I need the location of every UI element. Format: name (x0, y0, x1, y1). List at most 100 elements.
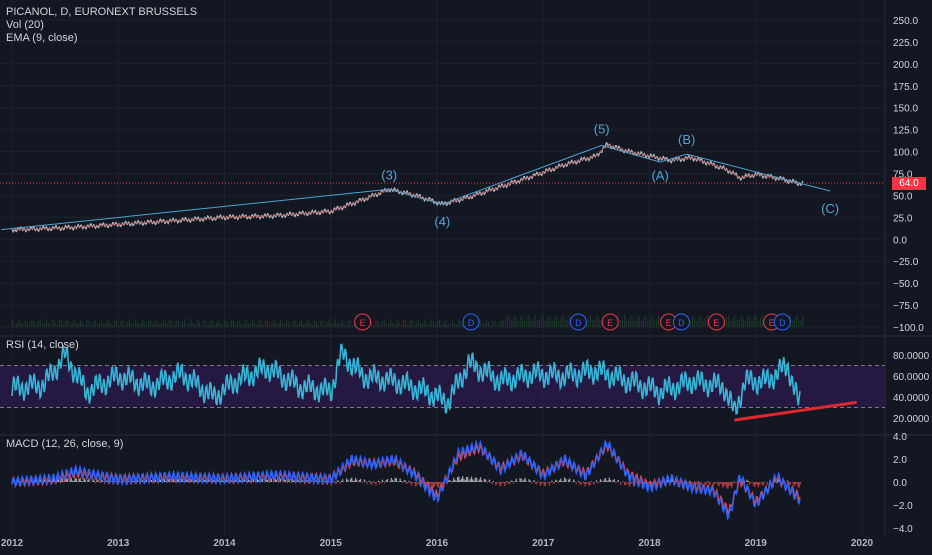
volume-bar (123, 320, 124, 327)
macd-histogram-bar (352, 481, 353, 482)
macd-histogram-bar (530, 480, 531, 482)
volume-bar (254, 322, 255, 327)
volume-bar (596, 315, 597, 327)
volume-bar (645, 315, 646, 327)
macd-histogram-bar (554, 482, 555, 483)
macd-histogram-bar (76, 479, 77, 482)
macd-histogram-bar (124, 481, 125, 482)
macd-histogram-bar (361, 482, 362, 483)
volume-bar (528, 316, 529, 327)
volume-bar (550, 317, 551, 327)
macd-histogram-bar (449, 480, 450, 482)
volume-bar (397, 319, 398, 327)
macd-histogram-bar (762, 482, 763, 485)
macd-histogram-bar (588, 482, 589, 486)
volume-bar (511, 320, 512, 327)
macd-histogram-bar (502, 482, 503, 483)
macd-histogram-bar (307, 480, 308, 482)
volume-bar (378, 321, 379, 327)
price-axis-tick-label: 175.0 (893, 82, 918, 93)
macd-histogram-bar (558, 482, 559, 483)
volume-bar (290, 325, 291, 327)
rsi-axis-tick-label: 80.0000 (893, 351, 930, 362)
volume-bar (792, 320, 793, 327)
volume-indicator-label[interactable]: Vol (20) (6, 19, 44, 31)
volume-bar (182, 322, 183, 327)
macd-histogram-bar (540, 482, 541, 486)
volume-bar (426, 322, 427, 327)
volume-bar (135, 319, 136, 327)
volume-bar (65, 321, 66, 327)
macd-histogram-bar (282, 482, 283, 483)
volume-bar (707, 315, 708, 327)
volume-bar (318, 325, 319, 327)
rsi-indicator-label[interactable]: RSI (14, close) (6, 339, 79, 351)
macd-histogram-bar (156, 481, 157, 482)
volume-bar (337, 323, 338, 327)
macd-histogram-bar (451, 482, 452, 483)
volume-bar (503, 320, 504, 327)
volume-bar (749, 317, 750, 327)
macd-histogram-bar (526, 481, 527, 482)
macd-histogram-bar (337, 480, 338, 482)
macd-histogram-bar (415, 482, 416, 486)
macd-histogram-bar (707, 481, 708, 482)
volume-bar (375, 320, 376, 327)
macd-histogram-bar (560, 478, 561, 482)
volume-bar (188, 323, 189, 327)
volume-bar (324, 325, 325, 327)
macd-histogram-bar (549, 482, 550, 485)
volume-bar (288, 321, 289, 327)
macd-histogram-bar (600, 479, 601, 482)
volume-bar (752, 321, 753, 327)
volume-bar (242, 325, 243, 327)
macd-histogram-bar (454, 480, 455, 482)
macd-histogram-bar (356, 480, 357, 482)
volume-bar (626, 319, 627, 327)
macd-histogram-bar (74, 477, 75, 482)
volume-bar (745, 321, 746, 327)
volume-bar (639, 316, 640, 327)
macd-histogram-bar (410, 482, 411, 483)
macd-histogram-bar (750, 482, 751, 483)
volume-bar (526, 317, 527, 327)
macd-histogram-bar (294, 481, 295, 482)
macd-histogram-bar (178, 479, 179, 482)
macd-histogram-bar (249, 480, 250, 482)
macd-indicator-label[interactable]: MACD (12, 26, close, 9) (6, 438, 123, 450)
macd-histogram-bar (536, 482, 537, 484)
volume-bar (592, 320, 593, 327)
macd-histogram-bar (262, 479, 263, 482)
macd-histogram-bar (286, 482, 287, 483)
volume-bar (590, 315, 591, 327)
volume-bar (208, 325, 209, 327)
volume-bar (800, 320, 801, 327)
volume-bar (93, 321, 94, 327)
macd-histogram-bar (767, 482, 768, 485)
macd-histogram-bar (553, 482, 554, 484)
macd-histogram-bar (383, 481, 384, 482)
macd-histogram-bar (544, 482, 545, 486)
event-marker-label: D (678, 318, 685, 328)
volume-bar (312, 324, 313, 327)
volume-bar (730, 321, 731, 327)
volume-bar (286, 320, 287, 327)
volume-bar (352, 325, 353, 327)
macd-histogram-bar (298, 480, 299, 482)
ema-indicator-label[interactable]: EMA (9, close) (6, 32, 78, 44)
volume-bar (40, 319, 41, 327)
macd-histogram-bar (715, 482, 716, 484)
volume-bar (33, 320, 34, 327)
macd-histogram-bar (472, 479, 473, 482)
volume-bar (131, 324, 132, 327)
macd-histogram-bar (537, 481, 538, 482)
symbol-title[interactable]: PICANOL, D, EURONEXT BRUSSELS (6, 6, 197, 18)
volume-bar (271, 322, 272, 327)
volume-bar (539, 320, 540, 327)
macd-histogram-bar (278, 481, 279, 482)
volume-bar (643, 318, 644, 327)
volume-bar (250, 324, 251, 327)
volume-bar (543, 318, 544, 327)
macd-histogram-bar (606, 481, 607, 482)
